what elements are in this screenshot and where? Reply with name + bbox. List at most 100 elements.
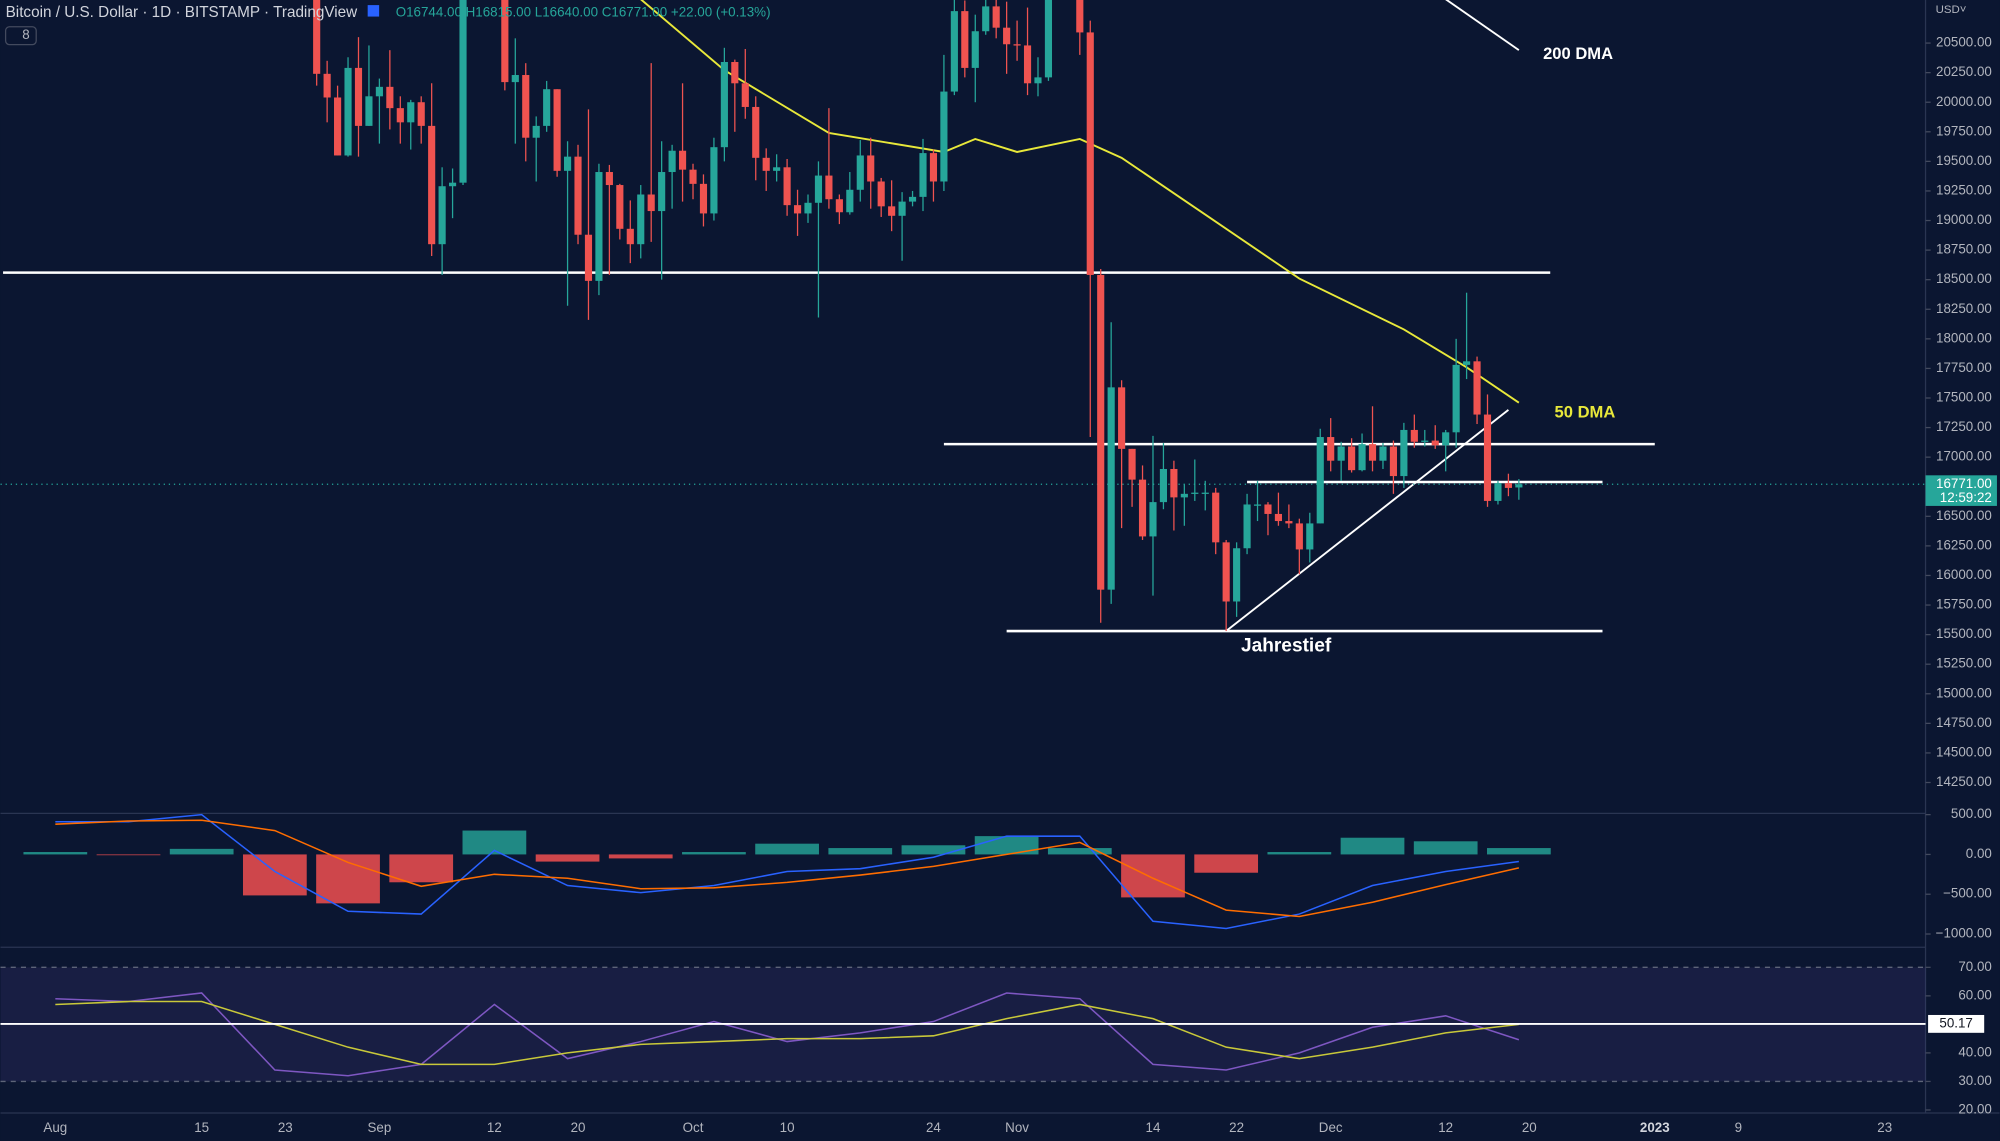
macd-histogram-bar (608, 854, 673, 859)
macd-tick-label: 0.00 (1966, 846, 1992, 861)
macd-histogram-bar (1121, 854, 1185, 898)
candle-body (846, 189, 854, 213)
candle-body (1107, 387, 1115, 590)
price-tick-label: 14500.00 (1936, 744, 1992, 759)
x-tick-label: 20 (571, 1120, 586, 1135)
candle-body (1431, 440, 1439, 446)
candle-body (1348, 446, 1356, 471)
candle-body (1452, 364, 1460, 433)
candle-body (574, 156, 582, 235)
candle-body (731, 61, 739, 84)
price-tick-label: 20250.00 (1936, 64, 1992, 79)
indicator-panes (0, 813, 1926, 1083)
candle-body (1076, 0, 1084, 33)
price-tick-label: 16000.00 (1936, 567, 1992, 582)
badge[interactable] (4, 26, 37, 46)
macd-histogram-bar (828, 848, 893, 855)
candle-body (1149, 502, 1157, 537)
candle-body (616, 185, 624, 229)
candle-body (992, 6, 1000, 28)
macd-histogram-bar (1267, 852, 1332, 855)
candle-body (1233, 548, 1241, 602)
annotation: Jahrestief (1241, 635, 1332, 656)
x-tick-label: Sep (367, 1120, 391, 1135)
ohlc-legend: O16744.00 H16815.00 L16640.00 C16771.00 … (396, 4, 771, 19)
candle-body (543, 89, 551, 126)
x-tick-label: 12 (1438, 1120, 1453, 1135)
price-tick-label: 15750.00 (1936, 597, 1992, 612)
candle-body (658, 172, 666, 212)
macd-histogram-bar (1340, 837, 1405, 855)
candle-body (396, 108, 404, 123)
candle-body (961, 11, 969, 68)
signal-line (55, 819, 1520, 918)
candle-body (773, 167, 781, 171)
x-tick-label: 9 (1735, 1120, 1742, 1135)
price-tick-label: 20000.00 (1936, 94, 1992, 109)
price-tick-label: 18250.00 (1936, 301, 1992, 316)
candle-body (1138, 479, 1147, 537)
price-tick-label: 16500.00 (1936, 508, 1992, 523)
price-tick-label: 14250.00 (1936, 774, 1992, 789)
candle-body (1023, 45, 1032, 84)
candle-body (1003, 27, 1011, 45)
rsi-current-label: 50.17 (1939, 1015, 1972, 1030)
x-tick-label: 24 (926, 1120, 941, 1135)
candle-body (626, 228, 634, 245)
candle-body (950, 11, 958, 92)
macd-histogram-bar (682, 852, 746, 855)
x-tick-label: 10 (780, 1120, 795, 1135)
candle-body (1044, 0, 1053, 78)
candle-body (793, 205, 802, 214)
candle-body (501, 0, 509, 83)
flag-icon[interactable] (367, 5, 380, 17)
price-tick-label: 17500.00 (1936, 390, 1992, 405)
candle-body (407, 102, 415, 123)
currency[interactable]: USD˅ (1936, 4, 1967, 16)
macd-histogram-bar (1047, 848, 1112, 855)
candle-body (354, 67, 363, 126)
candle-body (741, 83, 749, 107)
candle-body (1264, 504, 1272, 514)
price-tick-label: 18000.00 (1936, 330, 1992, 345)
symbol-title: Bitcoin / U.S. Dollar · 1D · BITSTAMP · … (6, 4, 359, 21)
candle-body (668, 150, 676, 173)
macd-line (55, 813, 1519, 930)
macd-tick-label: −500.00 (1943, 886, 1992, 901)
candle-body (449, 182, 457, 187)
macd-histogram-bar (755, 843, 819, 855)
price-tick-label: 17750.00 (1936, 360, 1992, 375)
candle-body (1128, 448, 1136, 480)
candle-body (1515, 484, 1523, 488)
x-tick-label: 15 (194, 1120, 209, 1135)
x-tick-label: 14 (1146, 1120, 1161, 1135)
price-pane (0, 0, 1926, 633)
candle-body (1400, 429, 1408, 477)
candle-body (365, 96, 373, 126)
candle-body (971, 31, 979, 68)
candle-body (1285, 521, 1293, 524)
rsi-tick-label: 40.00 (1958, 1044, 1991, 1059)
last-price-box (1925, 475, 1997, 506)
macd-histogram-bar (901, 845, 966, 855)
candle-body (783, 167, 791, 206)
candle-body (1410, 429, 1418, 442)
candle-body (637, 194, 645, 245)
candle-body (1442, 432, 1450, 446)
x-tick-label: 22 (1229, 1120, 1244, 1135)
candle-body (919, 153, 927, 197)
badge-text: 8 (22, 27, 29, 42)
candle-body (1118, 387, 1126, 449)
candle-body (1180, 493, 1188, 498)
candle-body (929, 153, 938, 182)
price-tick-label: 17250.00 (1936, 419, 1992, 434)
candle-body (1337, 446, 1345, 461)
candle-body (1306, 523, 1314, 550)
candle-body (313, 0, 321, 74)
candle-body (1494, 483, 1502, 501)
macd-tick-label: −1000.00 (1936, 926, 1992, 941)
candle-body (898, 201, 906, 216)
x-tick-label: Oct (683, 1120, 704, 1135)
candle-body (532, 125, 540, 138)
